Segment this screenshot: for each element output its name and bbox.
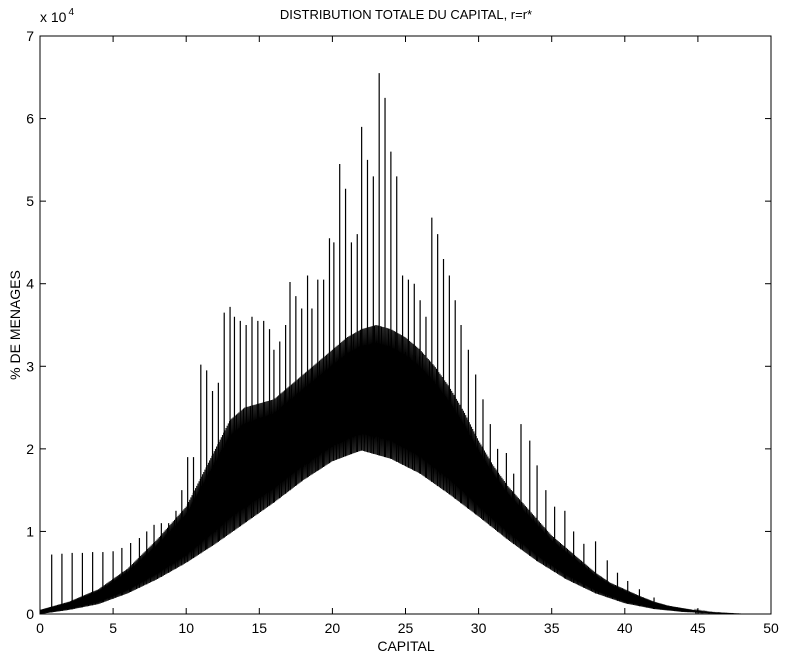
x-tick-label: 40 xyxy=(617,620,633,636)
y-multiplier-exponent: 4 xyxy=(68,7,74,18)
y-tick-label: 2 xyxy=(26,441,34,457)
x-tick-label: 10 xyxy=(178,620,194,636)
y-tick-label: 7 xyxy=(26,28,34,44)
data-layer xyxy=(39,73,771,615)
y-tick-label: 0 xyxy=(26,606,34,622)
x-tick-label: 15 xyxy=(252,620,268,636)
x-tick-label: 5 xyxy=(109,620,117,636)
x-tick-label: 50 xyxy=(763,620,779,636)
x-tick-label: 25 xyxy=(398,620,414,636)
x-tick-label: 0 xyxy=(36,620,44,636)
chart-title: DISTRIBUTION TOTALE DU CAPITAL, r=r* xyxy=(280,7,532,22)
x-axis-label: CAPITAL xyxy=(377,638,435,654)
y-tick-label: 1 xyxy=(26,523,34,539)
y-tick-label: 4 xyxy=(26,276,34,292)
y-multiplier: x 10 4 xyxy=(40,7,74,25)
x-tick-label: 20 xyxy=(325,620,341,636)
x-tick-label: 35 xyxy=(544,620,560,636)
y-axis-label: % DE MENAGES xyxy=(7,270,23,380)
series-line xyxy=(39,325,771,615)
y-tick-label: 5 xyxy=(26,193,34,209)
y-multiplier-base: x 10 xyxy=(40,9,67,25)
x-tick-label: 30 xyxy=(471,620,487,636)
y-axis-ticks: 0 1 2 3 4 5 6 7 xyxy=(26,28,771,622)
x-axis-ticks: 0 5 10 15 20 25 30 35 40 45 50 xyxy=(36,36,779,636)
x-tick-label: 45 xyxy=(690,620,706,636)
plot-frame xyxy=(39,35,772,615)
y-tick-label: 3 xyxy=(26,358,34,374)
y-tick-label: 6 xyxy=(26,111,34,127)
